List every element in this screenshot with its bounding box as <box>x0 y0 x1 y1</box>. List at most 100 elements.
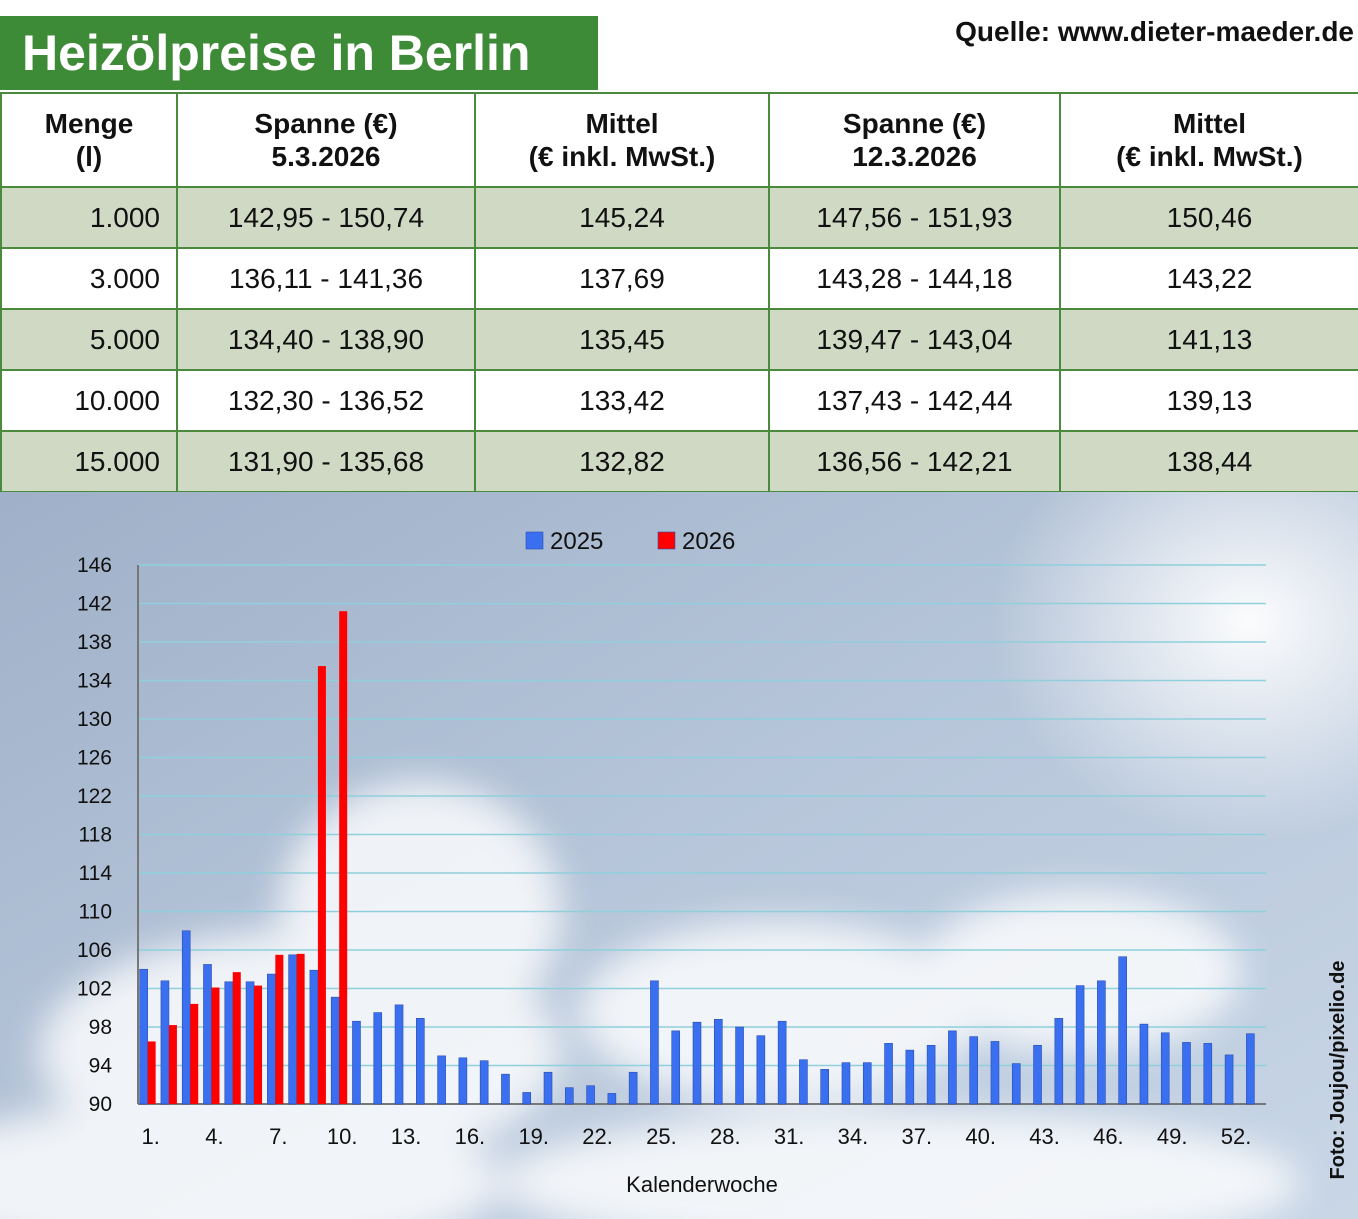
bar <box>254 985 263 1104</box>
table-row: 15.000 131,90 - 135,68 132,82 136,56 - 142,… <box>0 430 1358 493</box>
bar <box>692 1021 702 1105</box>
y-tick-label: 94 <box>89 1055 113 1078</box>
table-cell: 5.000 <box>0 308 178 371</box>
bar <box>1224 1054 1234 1105</box>
bar <box>841 1062 851 1105</box>
price-table: Menge (l) Spanne (€) 5.3.2026 Mittel (€ in… <box>0 92 1358 493</box>
x-tick-label: 19. <box>518 1124 549 1149</box>
x-tick-label: 40. <box>965 1124 996 1149</box>
bar <box>232 972 241 1104</box>
bar <box>586 1085 595 1105</box>
table-cell: 137,43 - 142,44 <box>768 369 1061 432</box>
bar <box>317 666 326 1104</box>
bar <box>1203 1043 1213 1105</box>
bar <box>756 1035 766 1105</box>
header-row: Menge (l) Spanne (€) 5.3.2026 Mittel (€ in… <box>0 92 1358 188</box>
bar <box>394 1004 404 1105</box>
x-axis-label: Kalenderwoche <box>626 1172 778 1197</box>
x-tick-label: 4. <box>205 1124 223 1149</box>
bar <box>1033 1044 1042 1105</box>
bar <box>139 968 148 1105</box>
legend-swatch <box>657 531 676 550</box>
bar <box>147 1041 156 1104</box>
bar <box>245 981 255 1105</box>
table-row: 1.000 142,95 - 150,74 145,24 147,56 - 151,9… <box>0 186 1358 249</box>
x-tick-label: 52. <box>1221 1124 1252 1149</box>
bar <box>352 1020 361 1105</box>
y-tick-label: 90 <box>89 1093 112 1116</box>
table-cell: 139,47 - 143,04 <box>768 308 1061 371</box>
table-cell: 138,44 <box>1059 430 1358 493</box>
x-tick-label: 28. <box>710 1124 741 1149</box>
bar <box>565 1087 574 1105</box>
bar <box>713 1018 723 1105</box>
bar <box>458 1057 468 1105</box>
bar <box>224 981 234 1105</box>
table-cell: 131,90 - 135,68 <box>176 430 476 493</box>
y-tick-label: 98 <box>89 1016 112 1039</box>
bar <box>671 1030 681 1105</box>
y-tick-label: 102 <box>77 978 112 1001</box>
x-tick-label: 46. <box>1093 1124 1124 1149</box>
clouds <box>0 782 1300 1219</box>
x-tick-label: 7. <box>269 1124 287 1149</box>
legend-swatch <box>525 531 544 550</box>
bar <box>1139 1023 1149 1105</box>
x-tick-label: 34. <box>838 1124 869 1149</box>
table-cell: 136,11 - 141,36 <box>176 247 476 310</box>
x-tick-label: 10. <box>327 1124 358 1149</box>
table-cell: 15.000 <box>0 430 178 493</box>
y-tick-label: 134 <box>77 670 112 693</box>
bar <box>735 1026 744 1105</box>
bar <box>160 980 170 1105</box>
bar <box>820 1069 829 1105</box>
bar <box>1182 1042 1191 1105</box>
bar <box>990 1041 1000 1105</box>
table-cell: 147,56 - 151,93 <box>768 186 1061 249</box>
bar <box>1160 1032 1170 1105</box>
bar <box>203 964 212 1105</box>
table-cell: 137,69 <box>474 247 770 310</box>
table-cell: 136,56 - 142,21 <box>768 430 1061 493</box>
x-tick-label: 1. <box>141 1124 159 1149</box>
bar <box>309 969 319 1105</box>
table-row: 10.000 132,30 - 136,52 133,42 137,43 - 142,… <box>0 369 1358 432</box>
x-tick-label: 22. <box>582 1124 613 1149</box>
y-tick-label: 106 <box>77 939 112 962</box>
y-tick-label: 142 <box>77 593 112 616</box>
bar <box>1011 1063 1021 1105</box>
legend-label: 2025 <box>550 528 603 555</box>
chart: 90 94 98 102 106 110 114 118 122 126 130 134 138 142 1… <box>0 492 1358 1219</box>
bar <box>275 954 284 1104</box>
bar <box>543 1071 553 1105</box>
photo-credit: Foto: Joujou/pixelio.de <box>1327 961 1349 1180</box>
y-tick-label: 122 <box>77 785 112 808</box>
x-tick-label: 49. <box>1157 1124 1188 1149</box>
table-cell: 141,13 <box>1059 308 1358 371</box>
table-cell: 142,95 - 150,74 <box>176 186 476 249</box>
source: Quelle: www.dieter-maeder.de <box>955 16 1354 47</box>
bar <box>628 1071 638 1105</box>
bar <box>522 1092 532 1105</box>
bar <box>168 1025 177 1104</box>
bar <box>650 980 659 1105</box>
table-cell: 150,46 <box>1059 186 1358 249</box>
table-row: 5.000 134,40 - 138,90 135,45 139,47 - 143,0… <box>0 308 1358 371</box>
bar <box>479 1060 489 1105</box>
y-tick-label: 130 <box>77 708 112 731</box>
y-tick-label: 114 <box>79 862 113 885</box>
bar <box>777 1020 787 1105</box>
bar <box>211 987 220 1104</box>
title: Heizölpreise in Berlin <box>0 16 598 90</box>
x-tick-label: 16. <box>455 1124 486 1149</box>
bar <box>905 1049 915 1105</box>
y-tick-label: 146 <box>77 554 112 577</box>
bar <box>181 930 191 1105</box>
y-tick-label: 138 <box>77 631 112 654</box>
bar <box>190 1003 199 1104</box>
table-cell: 10.000 <box>0 369 178 432</box>
bar <box>862 1062 872 1105</box>
bar <box>330 996 340 1105</box>
bar <box>339 611 348 1104</box>
table-cell: 135,45 <box>474 308 770 371</box>
